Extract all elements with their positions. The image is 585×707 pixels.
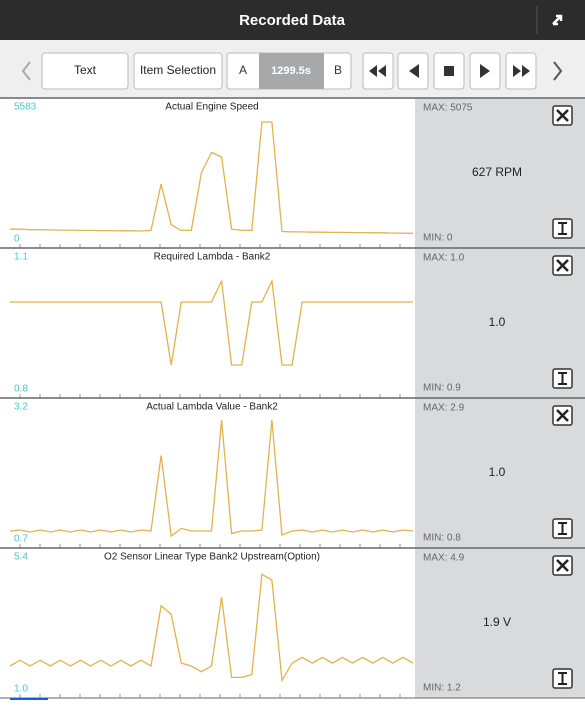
info-icon <box>558 222 567 235</box>
time-value: 1299.5s <box>271 65 311 77</box>
max-label: MAX: 1.0 <box>423 253 465 264</box>
play-icon <box>480 64 490 78</box>
close-icon <box>556 259 569 272</box>
close-icon <box>556 559 569 572</box>
text-button-label: Text <box>74 63 97 77</box>
info-icon <box>558 522 567 535</box>
max-label: MAX: 4.9 <box>423 553 465 564</box>
header-title: Recorded Data <box>239 12 346 29</box>
marker-a[interactable]: A <box>239 63 247 77</box>
time-box <box>259 53 324 89</box>
min-label: MIN: 1.2 <box>423 683 461 694</box>
prev-arrow[interactable] <box>21 61 31 81</box>
step-back-icon <box>409 64 419 78</box>
y-tick-label: 3.2 <box>14 402 28 413</box>
min-label: MIN: 0 <box>423 233 453 244</box>
fast-forward-icon <box>513 65 530 77</box>
current-value: 627 RPM <box>472 165 522 179</box>
current-value: 1.9 V <box>483 615 511 629</box>
trace-line <box>9 573 414 683</box>
info-icon <box>558 372 567 385</box>
y-tick-label: 5.4 <box>14 552 28 563</box>
current-value: 1.0 <box>489 315 506 329</box>
item-selection-button[interactable] <box>133 52 223 90</box>
rewind-icon <box>369 65 386 77</box>
info-icon <box>558 672 567 685</box>
item-selection-label: Item Selection <box>140 63 216 77</box>
y-tick-label: 1.0 <box>14 684 28 695</box>
y-tick-label: 0.8 <box>14 384 28 395</box>
max-label: MAX: 5075 <box>423 103 473 114</box>
close-icon <box>556 409 569 422</box>
trace-title: O2 Sensor Linear Type Bank2 Upstream(Opt… <box>104 552 320 563</box>
trace-line <box>10 121 414 234</box>
min-label: MIN: 0.8 <box>423 533 461 544</box>
panels: 0 5583 Actual Engine Speed MAX: 5075 627 RPM… <box>0 97 585 700</box>
back-icon[interactable] <box>552 14 563 26</box>
y-tick-label: 0 <box>14 234 20 245</box>
next-arrow[interactable] <box>553 61 563 81</box>
stop-icon <box>444 66 454 76</box>
marker-b[interactable]: B <box>334 63 342 77</box>
media-controls <box>362 52 563 90</box>
y-tick-label: 1.1 <box>14 252 28 263</box>
trace-title: Required Lambda - Bank2 <box>154 252 271 263</box>
min-label: MIN: 0.9 <box>423 383 461 394</box>
trace-line <box>9 420 414 538</box>
header-bar <box>0 0 585 40</box>
y-tick-label: 5583 <box>14 102 37 113</box>
max-label: MAX: 2.9 <box>423 403 465 414</box>
trace-line <box>10 278 413 366</box>
y-tick-label: 0.7 <box>14 534 28 545</box>
close-icon <box>556 109 569 122</box>
trace-title: Actual Lambda Value - Bank2 <box>146 402 278 413</box>
current-value: 1.0 <box>489 465 506 479</box>
text-button[interactable] <box>41 52 129 90</box>
trace-title: Actual Engine Speed <box>165 102 258 113</box>
